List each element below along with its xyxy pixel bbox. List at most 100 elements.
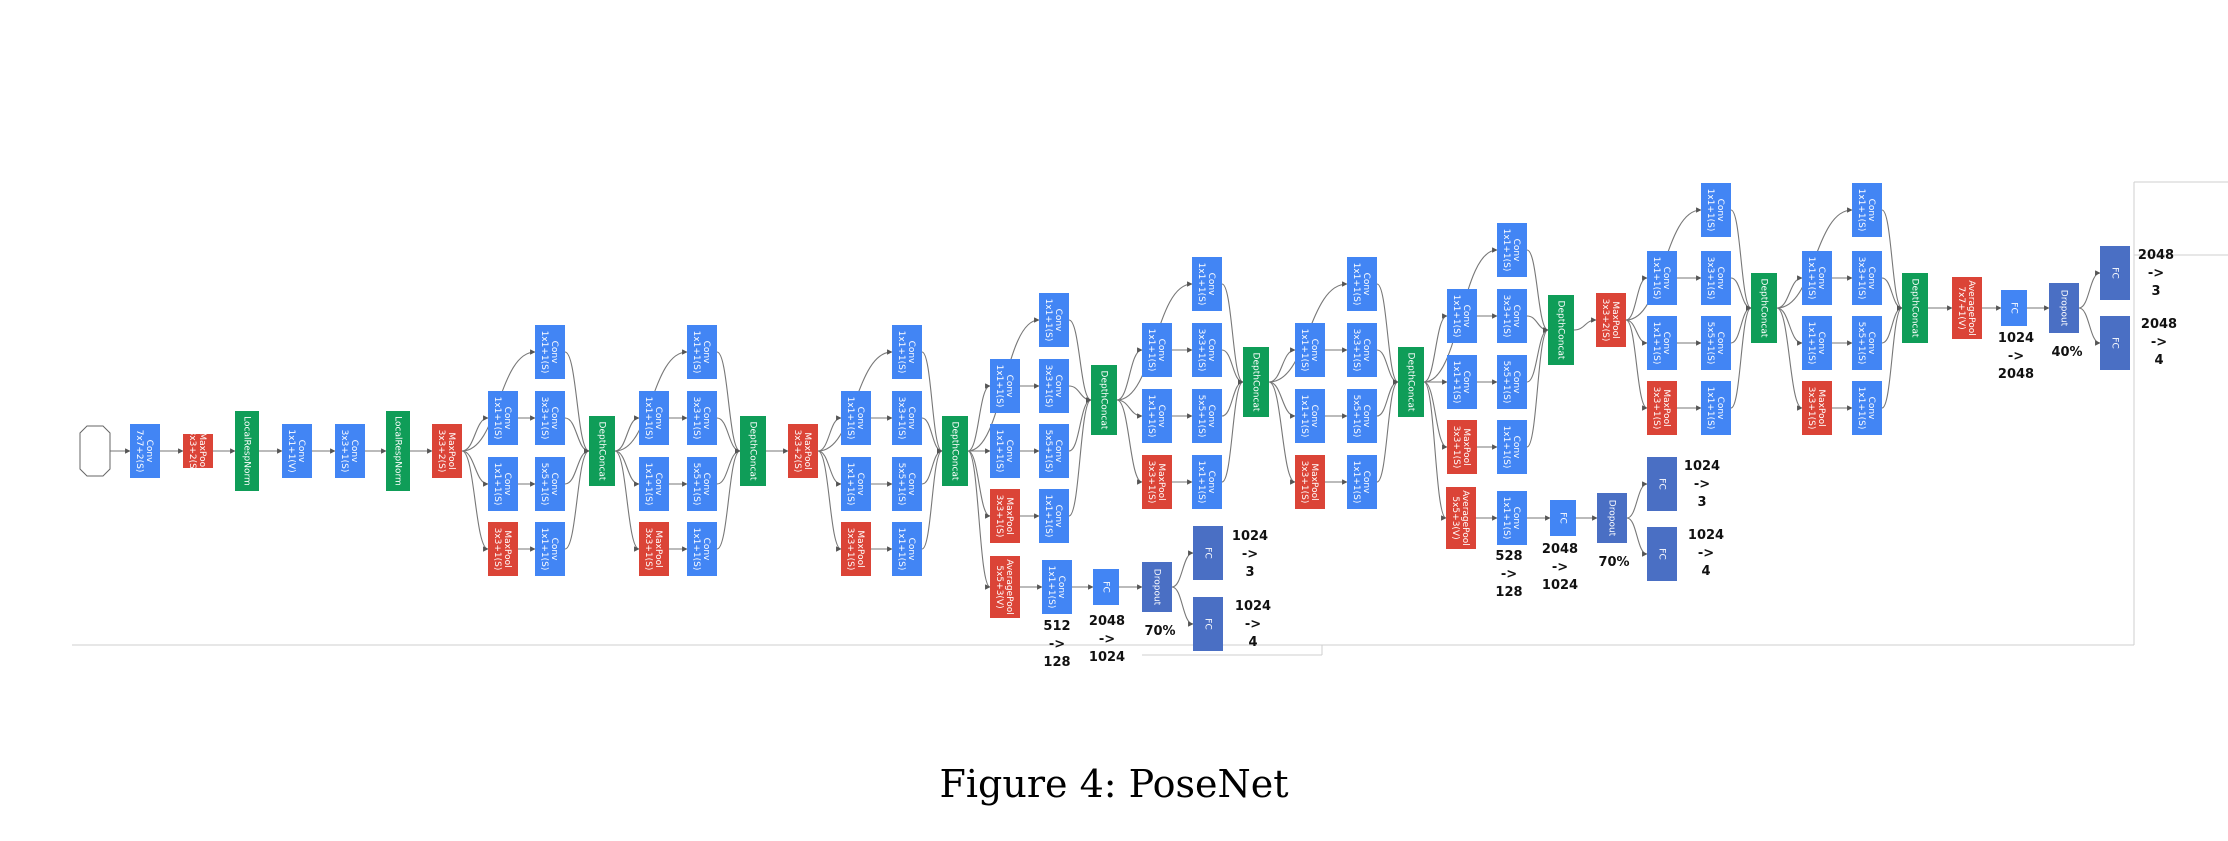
node-label: Conv3x3+1(S) — [1352, 329, 1372, 372]
rect-node — [990, 424, 1020, 478]
node-i7-c: Conv3x3+1(S) — [1497, 289, 1527, 343]
node-i8-c: Conv3x3+1(S) — [1701, 251, 1731, 305]
node-label: LocalRespNorm — [242, 416, 252, 486]
node-label: MaxPool3x3+1(S) — [1452, 426, 1472, 469]
node-label: FC — [1657, 478, 1667, 489]
rect-node — [488, 522, 518, 576]
node-i3-a: Conv1x1+1(S) — [892, 325, 922, 379]
node-label: DepthConcat — [597, 422, 607, 481]
node-label: MaxPool3x3+1(S) — [1147, 461, 1167, 504]
rect-node — [1647, 381, 1677, 435]
node-i3-d: Conv1x1+1(S) — [841, 457, 871, 511]
node-label: Conv1x1+1(S) — [897, 331, 917, 374]
node-i2-c: Conv3x3+1(S) — [687, 391, 717, 445]
node-label: Conv3x3+1(S) — [1706, 257, 1726, 300]
main-xyz-dims: 2048 -> 3 — [2138, 248, 2174, 299]
edge — [1268, 381, 1296, 485]
aux2-quat-dims: 1024 -> 4 — [1688, 528, 1724, 579]
rect-node — [2049, 283, 2079, 333]
node-label: Conv5x5+1(S) — [692, 463, 712, 506]
node-label: FC — [1203, 618, 1213, 629]
edge — [716, 448, 741, 485]
node-i4-g: Conv1x1+1(S) — [1039, 489, 1069, 543]
node-label: Conv1x1+1(S) — [493, 463, 513, 506]
edge — [1376, 283, 1399, 385]
rect-node — [1852, 183, 1882, 237]
edge — [1776, 275, 1803, 309]
rect-node — [687, 325, 717, 379]
node-label: Conv1x1+1(S) — [897, 528, 917, 571]
rect-node — [488, 391, 518, 445]
rect-node — [535, 457, 565, 511]
node-i8-d: Conv1x1+1(S) — [1647, 316, 1677, 370]
rect-node — [1497, 420, 1527, 474]
rect-node — [1192, 455, 1222, 509]
node-i4-f: MaxPool3x3+1(S) — [990, 489, 1020, 543]
rect-node — [1647, 527, 1677, 581]
node-label: Conv1x1+1(S) — [1197, 263, 1217, 306]
node-label: FC — [1558, 512, 1568, 523]
rect-node — [1952, 277, 1982, 339]
node-m-fc: FC — [2001, 290, 2027, 326]
node-i1-dc: DepthConcat — [589, 416, 615, 486]
rect-node — [79, 425, 111, 477]
node-label: MaxPool3x3+2(S) — [1601, 299, 1621, 342]
edge — [817, 415, 842, 452]
node-label: Conv3x3+1(S) — [1044, 365, 1064, 408]
rect-node — [183, 434, 213, 468]
node-label: Conv3x3+1(S) — [897, 397, 917, 440]
node-label: Conv1x1+1(S) — [1300, 329, 1320, 372]
node-n-mp4: MaxPool3x3+2(S) — [1596, 293, 1626, 347]
node-i2-dc: DepthConcat — [740, 416, 766, 486]
node-i1-e: Conv5x5+1(S) — [535, 457, 565, 511]
node-label: DepthConcat — [950, 422, 960, 481]
rect-node — [1295, 323, 1325, 377]
node-label: Conv5x5+1(S) — [540, 463, 560, 506]
aux1-conv-dims: 512 -> 128 — [1043, 619, 1070, 670]
rect-node — [589, 416, 615, 486]
rect-node — [1447, 420, 1477, 474]
node-i2-d: Conv1x1+1(S) — [639, 457, 669, 511]
node-label: FC — [2110, 267, 2120, 278]
edge — [1625, 319, 1648, 346]
node-label: MaxPool3x3+1(S) — [1807, 387, 1827, 430]
node-label: DepthConcat — [1759, 279, 1769, 338]
edge — [1526, 249, 1549, 333]
edge — [614, 450, 640, 552]
edge — [1116, 399, 1143, 419]
node-label: MaxPool3x3+1(S) — [1652, 387, 1672, 430]
node-i7-f: MaxPool3x3+1(S) — [1447, 420, 1477, 474]
rect-node — [1039, 293, 1069, 347]
aux1-quat-dims: 1024 -> 4 — [1235, 599, 1271, 650]
rect-node — [990, 359, 1020, 413]
node-i9-e: Conv5x5+1(S) — [1852, 316, 1882, 370]
node-label: Conv1x1+1(S) — [1502, 229, 1522, 272]
main-fc-dims: 1024 -> 2048 — [1998, 331, 2034, 382]
edge — [564, 448, 590, 485]
rect-node — [1091, 365, 1117, 435]
node-i3-g: Conv1x1+1(S) — [892, 522, 922, 576]
edge — [1526, 327, 1549, 448]
node-i4-dc: DepthConcat — [1091, 365, 1117, 435]
node-label: Conv1x1+1(S) — [846, 397, 866, 440]
node-label: DepthConcat — [1099, 371, 1109, 430]
node-label: Conv1x1+1(S) — [1857, 189, 1877, 232]
rect-node — [1902, 273, 1928, 343]
node-label: AveragePool5x5+3(V) — [995, 559, 1015, 615]
node-m-fc1: FC — [2100, 246, 2130, 300]
node-i9-b: Conv1x1+1(S) — [1802, 251, 1832, 305]
rect-node — [1701, 251, 1731, 305]
node-m-fc2: FC — [2100, 316, 2130, 370]
node-label: Conv1x1+1(S) — [644, 463, 664, 506]
rect-node — [892, 325, 922, 379]
node-label: Conv1x1+1(V) — [287, 429, 307, 472]
edge — [817, 450, 842, 487]
node-label: AveragePool5x5+3(V) — [1451, 490, 1471, 546]
node-i5-g: Conv1x1+1(S) — [1192, 455, 1222, 509]
main-dropout-rate: 40% — [2051, 345, 2082, 360]
rect-node — [1497, 223, 1527, 277]
node-label: Dropout — [2059, 290, 2069, 327]
edge — [1221, 379, 1244, 417]
rect-node — [990, 556, 1020, 618]
node-i4-a: Conv1x1+1(S) — [1039, 293, 1069, 347]
